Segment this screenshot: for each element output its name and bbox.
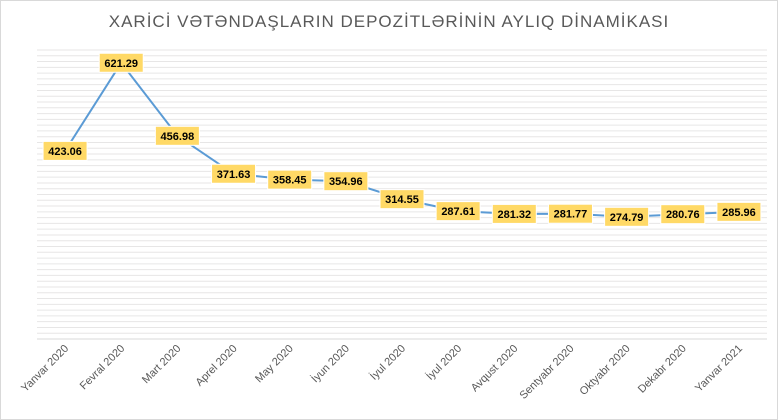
data-label: 274.79 <box>604 206 650 227</box>
data-label-box <box>323 171 369 192</box>
data-label: 621.29 <box>98 52 144 73</box>
data-label: 354.96 <box>323 171 369 192</box>
data-label: 281.32 <box>491 203 537 224</box>
data-label: 280.76 <box>660 204 706 225</box>
data-label-text: 274.79 <box>610 212 644 224</box>
data-label-text: 456.98 <box>161 131 195 143</box>
data-label: 358.45 <box>267 169 313 190</box>
x-tick-label: Dekabr 2020 <box>636 343 689 396</box>
x-tick-labels: Yanvar 2020 Fevral 2020 Mart 2020 Aprel 202… <box>19 342 745 402</box>
data-label: 314.55 <box>379 189 425 210</box>
data-label-box <box>154 125 200 146</box>
data-label: 285.96 <box>716 201 762 222</box>
data-label-box <box>98 52 144 73</box>
data-label-box <box>435 201 481 222</box>
data-label: 371.63 <box>211 163 257 184</box>
data-label-box <box>211 163 257 184</box>
data-label-text: 281.77 <box>554 209 588 221</box>
x-tick-label: Yanvar 2020 <box>19 343 71 395</box>
data-label: 281.77 <box>547 203 593 224</box>
x-tick-label: Yanvar 2021 <box>693 343 745 395</box>
x-tick-label: Fevral 2020 <box>78 343 128 393</box>
data-label-box <box>604 206 650 227</box>
data-label: 456.98 <box>154 125 200 146</box>
x-tick-label: İyul 2020 <box>424 342 465 383</box>
data-label-box <box>716 201 762 222</box>
x-tick-label: Aprel 2020 <box>194 343 240 389</box>
data-label-text: 285.96 <box>722 207 756 219</box>
data-label-text: 621.29 <box>104 58 138 70</box>
data-label-box <box>267 169 313 190</box>
data-label: 423.06 <box>42 140 88 161</box>
data-label-box <box>547 203 593 224</box>
data-label-text: 280.76 <box>666 209 700 221</box>
data-label-text: 314.55 <box>385 194 419 206</box>
data-label-text: 287.61 <box>441 206 475 218</box>
x-tick-label: Sentyabr 2020 <box>517 343 576 402</box>
x-tick-label: İyul 2020 <box>367 342 408 383</box>
data-label-box <box>42 140 88 161</box>
data-labels: 423.06 621.29 456.98 371.63 358.45 354.96 314.… <box>42 52 762 227</box>
data-label-text: 371.63 <box>217 169 251 181</box>
x-tick-label: Mart 2020 <box>140 343 184 387</box>
gridlines <box>37 49 767 340</box>
data-label-box <box>491 203 537 224</box>
data-label-text: 281.32 <box>497 209 531 221</box>
data-label-box <box>660 204 706 225</box>
x-tick-label: İyun 2020 <box>309 342 352 385</box>
data-label-text: 354.96 <box>329 176 363 188</box>
data-label-text: 423.06 <box>48 146 82 158</box>
x-tick-label: May 2020 <box>253 343 296 386</box>
chart-title: XARİCİ VƏTƏNDAŞLARIN DEPOZİTLƏRİNİN AYLI… <box>108 12 670 31</box>
data-label: 287.61 <box>435 201 481 222</box>
x-tick-label: Oktyabr 2020 <box>578 343 633 398</box>
x-tick-label: Avqust 2020 <box>469 343 521 395</box>
data-label-text: 358.45 <box>273 175 307 187</box>
data-label-box <box>379 189 425 210</box>
